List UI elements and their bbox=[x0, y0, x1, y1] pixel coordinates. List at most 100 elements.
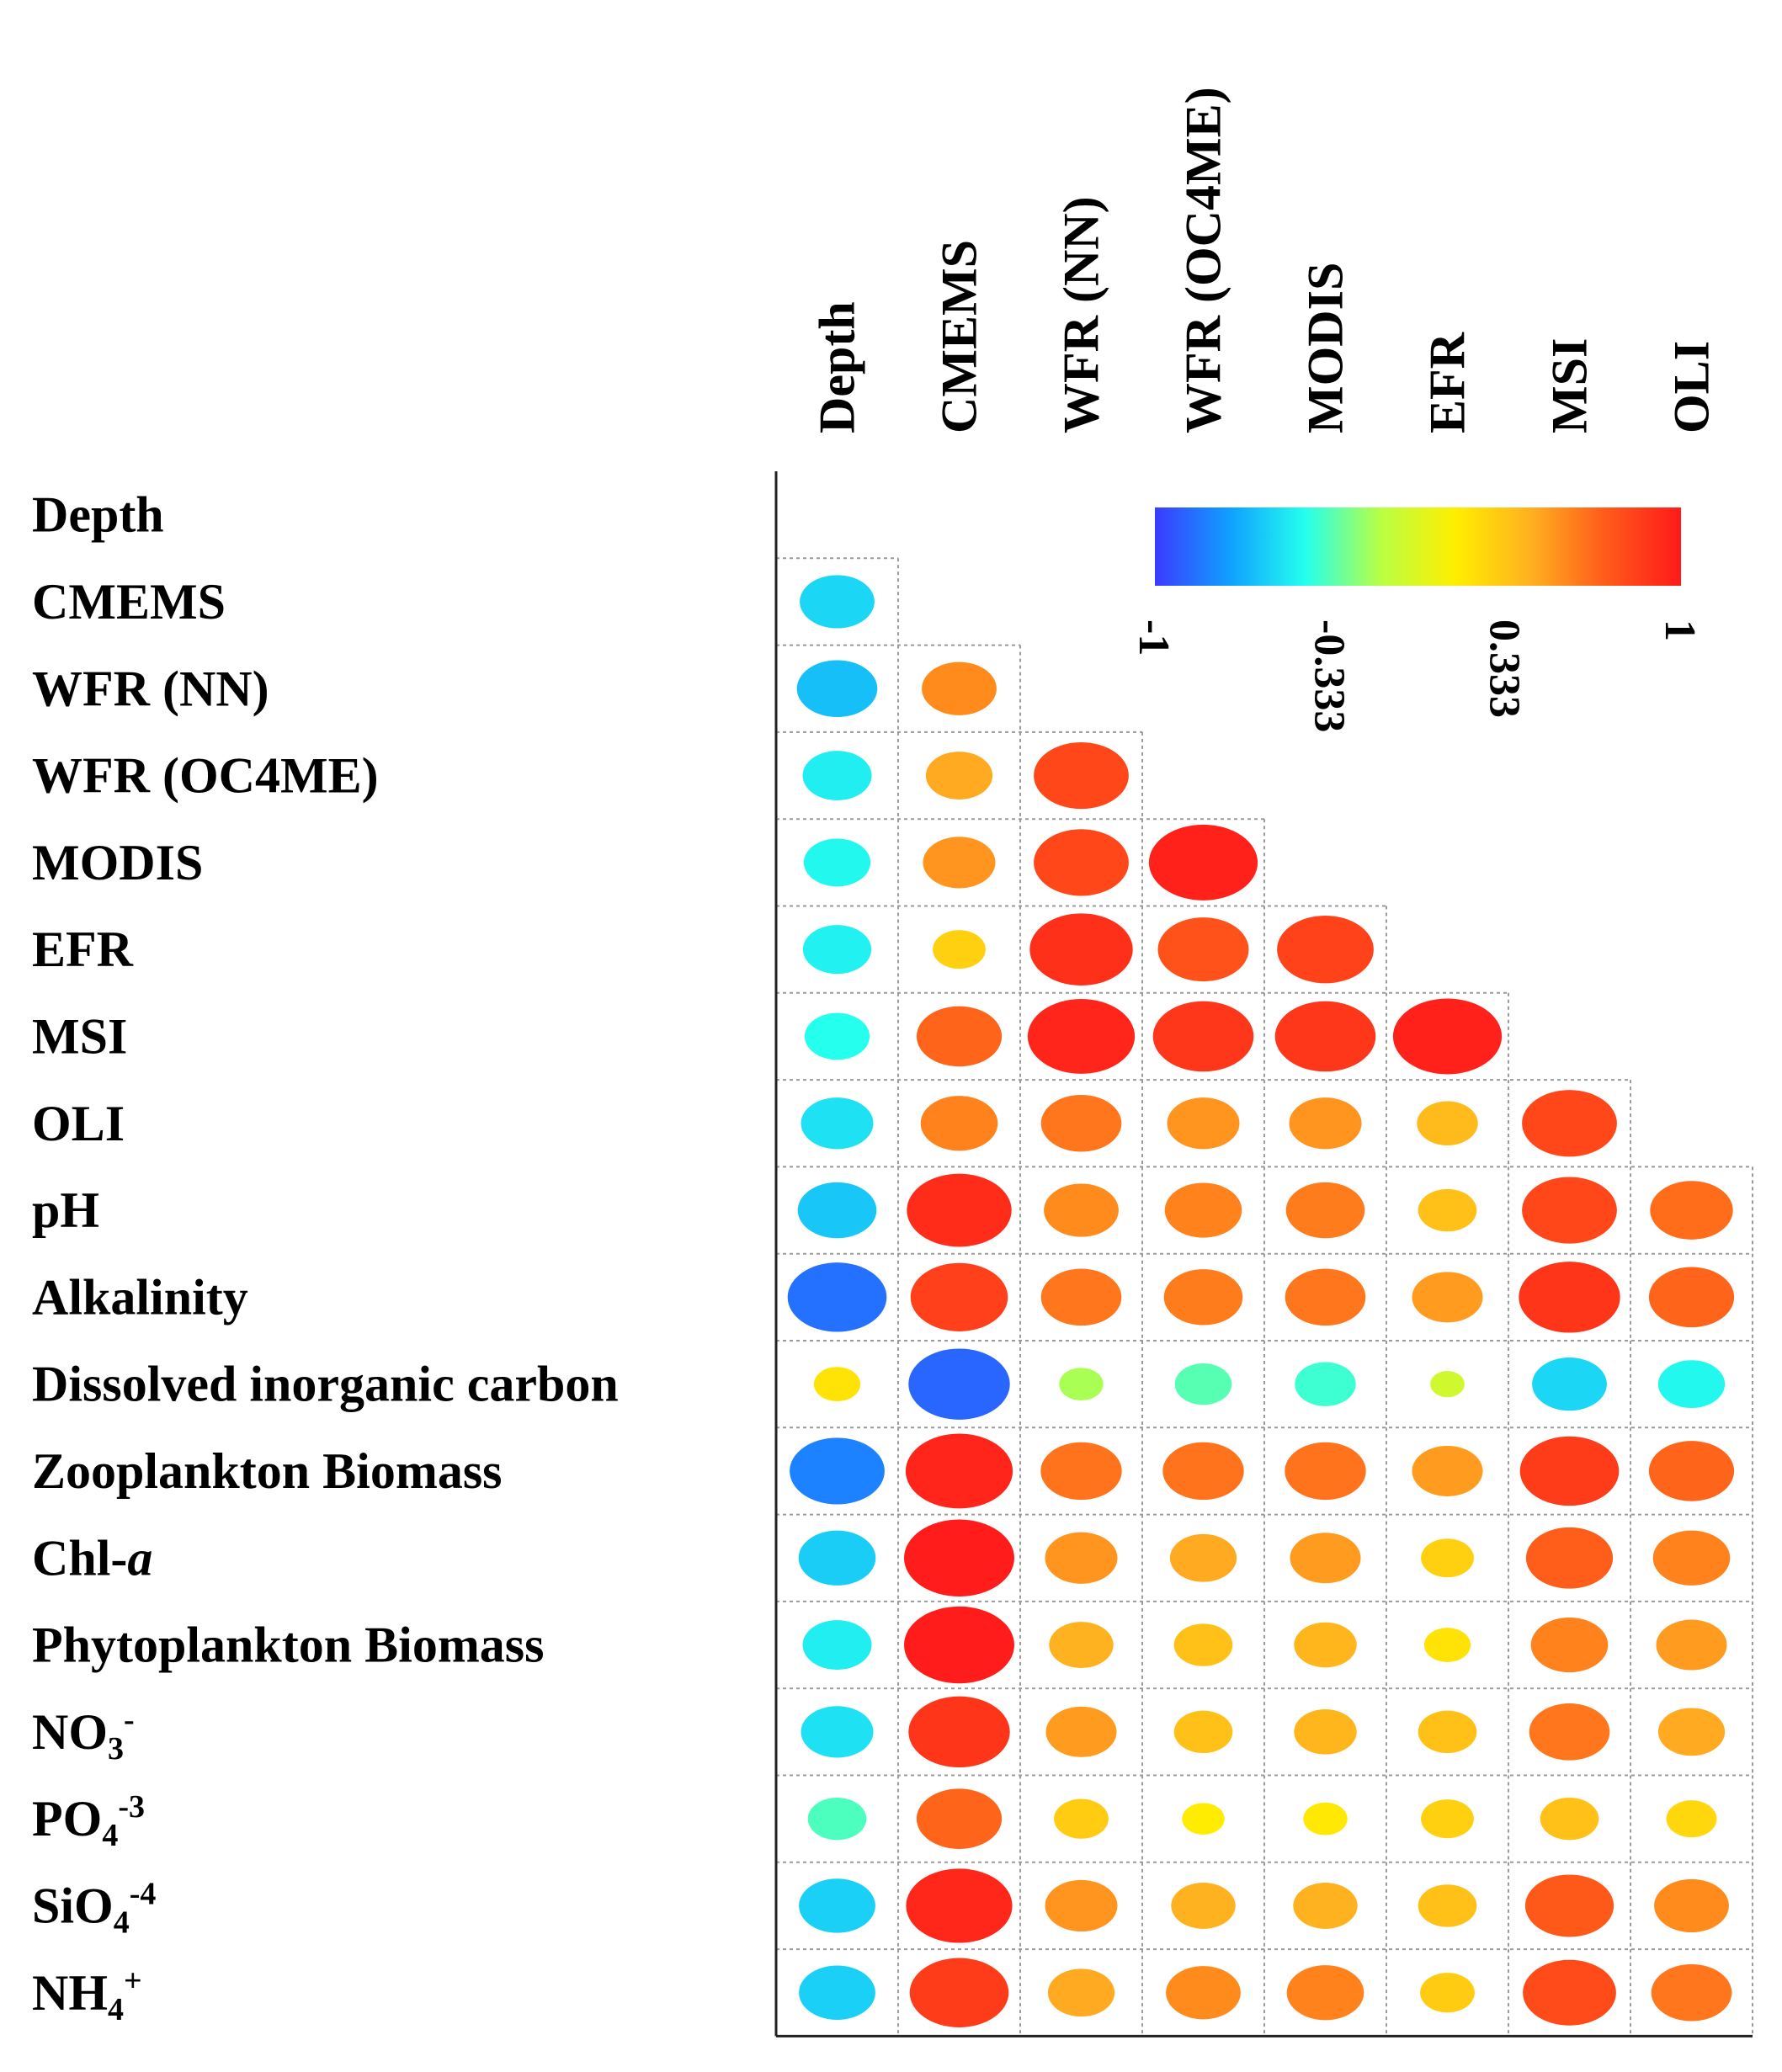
corr-cell bbox=[1049, 1622, 1114, 1668]
corr-cell bbox=[1166, 1966, 1241, 2020]
corr-cell bbox=[1525, 1527, 1614, 1589]
corr-cell bbox=[906, 1868, 1013, 1943]
row-label: Dissolved inorganic carbon bbox=[32, 1357, 619, 1412]
row-label: MSI bbox=[32, 1008, 127, 1064]
corr-cell bbox=[1174, 1363, 1232, 1405]
corr-cell bbox=[796, 660, 878, 718]
corr-cell bbox=[1148, 824, 1258, 901]
corr-cell bbox=[1171, 1883, 1236, 1929]
corr-cell bbox=[923, 837, 996, 889]
corr-cell bbox=[1666, 1800, 1717, 1838]
corr-cell bbox=[1040, 1442, 1122, 1501]
corr-cell bbox=[920, 1096, 998, 1151]
column-label: OLI bbox=[1664, 341, 1720, 433]
column-label: CMEMS bbox=[932, 240, 987, 433]
corr-cell bbox=[1412, 1272, 1483, 1323]
corr-cell bbox=[799, 1965, 875, 2020]
row-label: OLI bbox=[32, 1096, 125, 1151]
corr-cell bbox=[1657, 1360, 1726, 1409]
corr-cell bbox=[1285, 1268, 1366, 1326]
corr-cell bbox=[1648, 1267, 1735, 1328]
corr-cell bbox=[909, 1958, 1009, 2027]
corr-cell bbox=[1657, 1708, 1726, 1756]
corr-cell bbox=[908, 1348, 1010, 1420]
corr-cell bbox=[910, 1262, 1008, 1331]
corr-cell bbox=[1044, 1183, 1119, 1237]
corr-cell bbox=[1047, 1968, 1115, 2017]
corr-cell bbox=[1294, 1709, 1357, 1755]
cells-layer bbox=[787, 575, 1735, 2027]
corr-cell bbox=[1034, 829, 1129, 896]
corr-cell bbox=[1162, 1442, 1244, 1501]
corr-cell bbox=[802, 751, 872, 800]
corr-cell bbox=[1169, 1533, 1237, 1582]
corr-cell bbox=[1522, 1177, 1617, 1244]
row-label: pH bbox=[32, 1182, 99, 1238]
colorbar-legend: -1 -0.333 0.333 1 bbox=[1130, 507, 1704, 732]
corr-cell bbox=[1182, 1803, 1225, 1835]
corr-cell bbox=[1163, 1269, 1243, 1326]
corr-cell bbox=[1418, 1710, 1477, 1754]
corr-cell bbox=[1652, 1530, 1731, 1586]
corr-cell bbox=[799, 1878, 875, 1933]
corr-cell bbox=[802, 1620, 872, 1670]
corr-cell bbox=[1418, 1188, 1477, 1232]
row-label: CMEMS bbox=[32, 574, 226, 630]
row-label: Depth bbox=[32, 487, 164, 543]
corr-cell bbox=[1285, 1442, 1366, 1501]
corr-cell bbox=[1519, 1262, 1620, 1333]
colorbar-tick-label: 1 bbox=[1656, 619, 1704, 641]
corr-cell bbox=[1532, 1357, 1607, 1411]
corr-cell bbox=[1420, 1973, 1475, 2013]
corr-cell bbox=[1529, 1703, 1610, 1761]
corr-cell bbox=[1430, 1371, 1465, 1398]
corr-cell bbox=[1290, 1533, 1361, 1584]
row-label: EFR bbox=[32, 922, 134, 977]
corr-cell bbox=[800, 575, 875, 629]
corr-cell bbox=[916, 1006, 1003, 1067]
corr-cell bbox=[1059, 1368, 1104, 1401]
column-labels: Depth CMEMS WFR (NN) WFR (OC4ME) MODIS EFR MSI… bbox=[810, 87, 1720, 433]
corr-cell bbox=[922, 661, 997, 715]
column-label: WFR (NN) bbox=[1054, 196, 1109, 433]
corr-cell bbox=[1523, 1959, 1616, 2026]
corr-cell bbox=[1040, 1094, 1122, 1152]
corr-cell bbox=[933, 930, 986, 970]
corr-cell bbox=[1530, 1617, 1609, 1673]
corr-cell bbox=[1027, 999, 1136, 1074]
corr-cell bbox=[1540, 1797, 1599, 1841]
corr-cell bbox=[1651, 1963, 1732, 2022]
column-label: MSI bbox=[1542, 338, 1598, 433]
axis-layer bbox=[774, 471, 1753, 2037]
row-label: Chl-a bbox=[32, 1530, 152, 1586]
corr-cell bbox=[1277, 915, 1374, 984]
corr-cell bbox=[1167, 1097, 1240, 1150]
corr-cell bbox=[1421, 1538, 1474, 1578]
corr-cell bbox=[1392, 998, 1503, 1075]
corr-cell bbox=[1656, 1619, 1727, 1671]
column-label: MODIS bbox=[1298, 263, 1354, 433]
corr-cell bbox=[807, 1797, 867, 1841]
corr-cell bbox=[787, 1262, 887, 1332]
colorbar-gradient bbox=[1155, 507, 1681, 586]
corr-cell bbox=[1045, 1706, 1117, 1757]
grid-layer bbox=[776, 557, 1753, 2037]
corr-cell bbox=[801, 1706, 874, 1758]
row-labels: Depth CMEMS WFR (NN) WFR (OC4ME) MODIS EFR MSI… bbox=[32, 487, 619, 2027]
column-label: Depth bbox=[810, 301, 865, 433]
column-label: EFR bbox=[1420, 332, 1476, 433]
column-label: WFR (OC4ME) bbox=[1176, 87, 1231, 433]
corr-cell bbox=[801, 1097, 874, 1150]
row-label: Alkalinity bbox=[32, 1269, 248, 1325]
corr-cell bbox=[1648, 1441, 1735, 1501]
corr-cell bbox=[1650, 1181, 1733, 1240]
row-label: SiO4-4 bbox=[32, 1876, 156, 1940]
corr-cell bbox=[1164, 1182, 1242, 1238]
corr-cell bbox=[1045, 1532, 1118, 1584]
corr-cell bbox=[904, 1519, 1014, 1597]
corr-cell bbox=[908, 1696, 1010, 1768]
corr-cell bbox=[1423, 1628, 1471, 1662]
corr-cell bbox=[1303, 1802, 1348, 1836]
corr-cell bbox=[1295, 1362, 1356, 1406]
